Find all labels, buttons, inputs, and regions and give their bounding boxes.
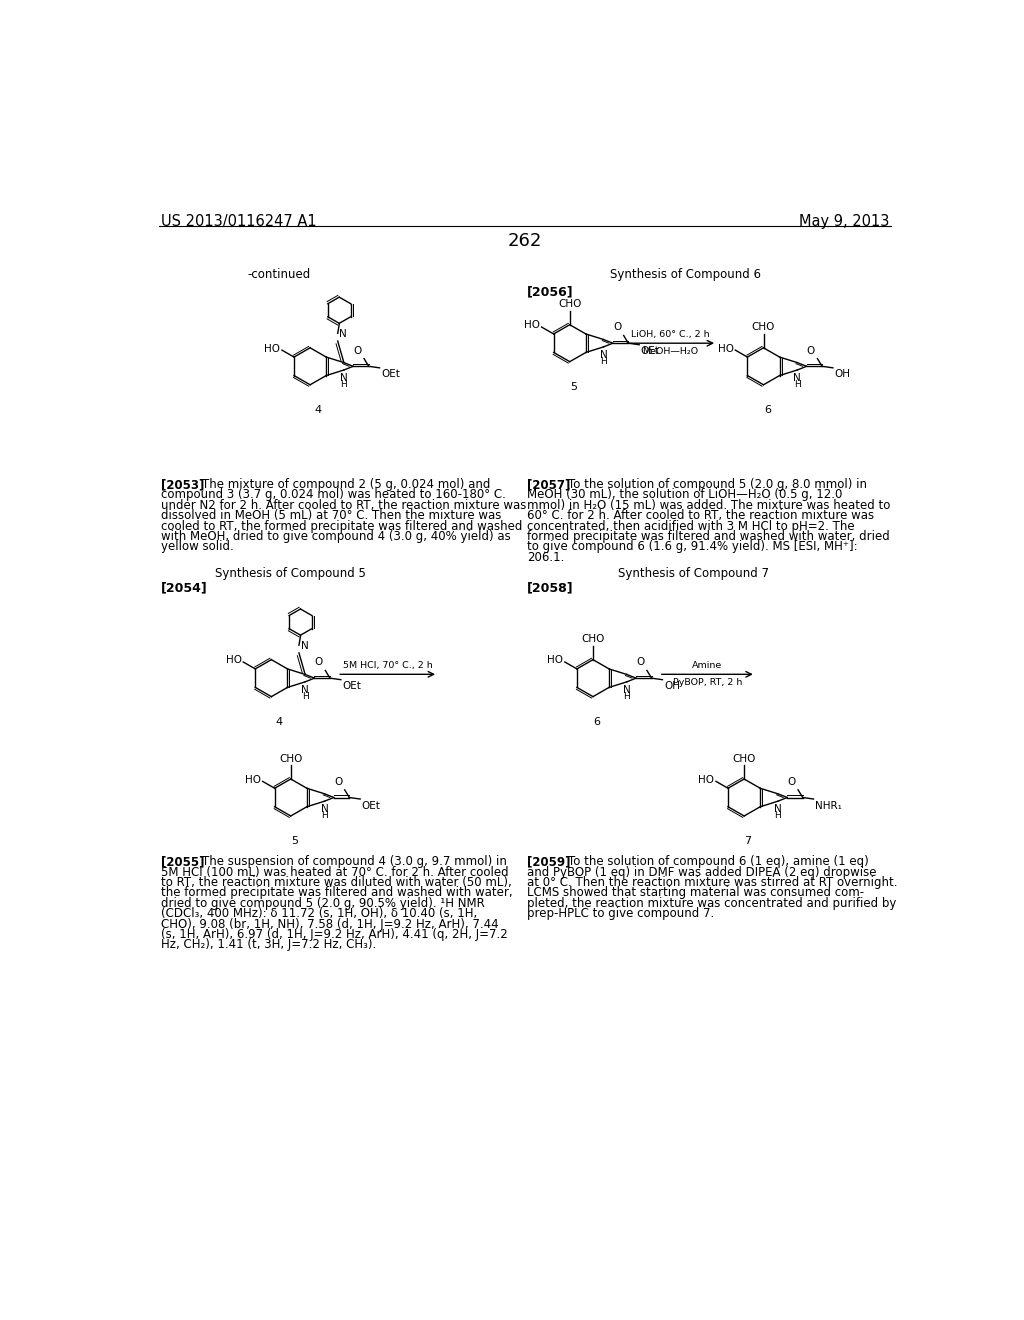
Text: 5M HCl, 70° C., 2 h: 5M HCl, 70° C., 2 h [343,661,432,671]
Text: prep-HPLC to give compound 7.: prep-HPLC to give compound 7. [527,907,715,920]
Text: N: N [321,804,329,814]
Text: dissolved in MeOH (5 mL) at 70° C. Then the mixture was: dissolved in MeOH (5 mL) at 70° C. Then … [161,510,501,523]
Text: N: N [340,374,348,383]
Text: [2058]: [2058] [527,582,573,595]
Text: to RT, the reaction mixture was diluted with water (50 mL),: to RT, the reaction mixture was diluted … [161,876,511,890]
Text: HO: HO [524,321,540,330]
Text: HO: HO [718,343,734,354]
Text: cooled to RT, the formed precipitate was filtered and washed: cooled to RT, the formed precipitate was… [161,520,522,532]
Text: OEt: OEt [342,681,361,692]
Text: formed precipitate was filtered and washed with water, dried: formed precipitate was filtered and wash… [527,529,890,543]
Text: 262: 262 [508,232,542,251]
Text: HO: HO [245,775,261,785]
Text: pleted, the reaction mixture was concentrated and purified by: pleted, the reaction mixture was concent… [527,896,896,909]
Text: H: H [341,380,347,389]
Text: O: O [353,346,361,355]
Text: N: N [794,374,801,383]
Text: (CDCl₃, 400 MHz): δ 11.72 (s, 1H, OH), δ 10.40 (s, 1H,: (CDCl₃, 400 MHz): δ 11.72 (s, 1H, OH), δ… [161,907,477,920]
Text: HO: HO [547,656,563,665]
Text: CHO: CHO [752,322,775,333]
Text: with MeOH, dried to give compound 4 (3.0 g, 40% yield) as: with MeOH, dried to give compound 4 (3.0… [161,529,510,543]
Text: MeOH—H₂O: MeOH—H₂O [642,347,698,356]
Text: to give compound 6 (1.6 g, 91.4% yield). MS [ESI, MH⁺]:: to give compound 6 (1.6 g, 91.4% yield).… [527,540,858,553]
Text: CHO: CHO [582,635,605,644]
Text: [2053]: [2053] [161,478,204,491]
Text: Hz, CH₂), 1.41 (t, 3H, J=7.2 Hz, CH₃).: Hz, CH₂), 1.41 (t, 3H, J=7.2 Hz, CH₃). [161,939,376,952]
Text: To the solution of compound 5 (2.0 g, 8.0 mmol) in: To the solution of compound 5 (2.0 g, 8.… [568,478,867,491]
Text: The suspension of compound 4 (3.0 g, 9.7 mmol) in: The suspension of compound 4 (3.0 g, 9.7… [202,855,507,869]
Text: 4: 4 [314,405,322,414]
Text: CHO: CHO [280,754,302,763]
Text: 6: 6 [764,405,771,414]
Text: May 9, 2013: May 9, 2013 [799,214,889,228]
Text: 5: 5 [570,381,578,392]
Text: OH: OH [835,370,851,379]
Text: Synthesis of Compound 6: Synthesis of Compound 6 [610,268,762,281]
Text: mmol) in H₂O (15 mL) was added. The mixture was heated to: mmol) in H₂O (15 mL) was added. The mixt… [527,499,891,512]
Text: N: N [339,329,347,339]
Text: H: H [600,356,607,366]
Text: [2055]: [2055] [161,855,204,869]
Text: To the solution of compound 6 (1 eq), amine (1 eq): To the solution of compound 6 (1 eq), am… [568,855,869,869]
Text: OH: OH [664,681,680,692]
Text: CHO), 9.08 (br, 1H, NH), 7.58 (d, 1H, J=9.2 Hz, ArH), 7.44: CHO), 9.08 (br, 1H, NH), 7.58 (d, 1H, J=… [161,917,498,931]
Text: N: N [623,685,631,694]
Text: N: N [774,804,781,814]
Text: H: H [794,380,801,389]
Text: 6: 6 [593,717,600,726]
Text: H: H [322,812,328,820]
Text: LCMS showed that starting material was consumed com-: LCMS showed that starting material was c… [527,887,864,899]
Text: N: N [301,685,309,694]
Text: (s, 1H, ArH), 6.97 (d, 1H, J=9.2 Hz, ArH), 4.41 (q, 2H, J=7.2: (s, 1H, ArH), 6.97 (d, 1H, J=9.2 Hz, ArH… [161,928,507,941]
Text: 5: 5 [291,836,298,846]
Text: Amine: Amine [692,661,723,671]
Text: Synthesis of Compound 7: Synthesis of Compound 7 [618,566,769,579]
Text: concentrated, then acidified with 3 M HCl to pH=2. The: concentrated, then acidified with 3 M HC… [527,520,855,532]
Text: O: O [314,657,323,668]
Text: US 2013/0116247 A1: US 2013/0116247 A1 [161,214,316,228]
Text: -continued: -continued [248,268,310,281]
Text: CHO: CHO [558,300,582,309]
Text: [2056]: [2056] [527,285,573,298]
Text: under N2 for 2 h. After cooled to RT, the reaction mixture was: under N2 for 2 h. After cooled to RT, th… [161,499,526,512]
Text: O: O [613,322,622,333]
Text: the formed precipitate was filtered and washed with water,: the formed precipitate was filtered and … [161,887,512,899]
Text: 206.1.: 206.1. [527,550,564,564]
Text: N: N [600,350,607,360]
Text: OEt: OEt [361,800,381,810]
Text: LiOH, 60° C., 2 h: LiOH, 60° C., 2 h [631,330,710,339]
Text: OEt: OEt [641,346,659,356]
Text: 60° C. for 2 h. After cooled to RT, the reaction mixture was: 60° C. for 2 h. After cooled to RT, the … [527,510,874,523]
Text: 5M HCl (100 mL) was heated at 70° C. for 2 h. After cooled: 5M HCl (100 mL) was heated at 70° C. for… [161,866,508,879]
Text: H: H [624,692,630,701]
Text: [2054]: [2054] [161,582,207,595]
Text: 7: 7 [744,836,752,846]
Text: O: O [787,776,796,787]
Text: [2057]: [2057] [527,478,570,491]
Text: 4: 4 [275,717,283,726]
Text: dried to give compound 5 (2.0 g, 90.5% yield). ¹H NMR: dried to give compound 5 (2.0 g, 90.5% y… [161,896,484,909]
Text: compound 3 (3.7 g, 0.024 mol) was heated to 160-180° C.: compound 3 (3.7 g, 0.024 mol) was heated… [161,488,506,502]
Text: OEt: OEt [381,370,400,379]
Text: O: O [334,776,342,787]
Text: PyBOP, RT, 2 h: PyBOP, RT, 2 h [673,678,742,688]
Text: [2059]: [2059] [527,855,570,869]
Text: at 0° C. Then the reaction mixture was stirred at RT overnight.: at 0° C. Then the reaction mixture was s… [527,876,898,890]
Text: and PyBOP (1 eq) in DMF was added DIPEA (2 eq) dropwise: and PyBOP (1 eq) in DMF was added DIPEA … [527,866,877,879]
Text: Synthesis of Compound 5: Synthesis of Compound 5 [215,566,367,579]
Text: HO: HO [698,775,715,785]
Text: H: H [302,692,308,701]
Text: yellow solid.: yellow solid. [161,540,233,553]
Text: O: O [636,657,644,668]
Text: NHR₁: NHR₁ [815,800,842,810]
Text: N: N [300,640,308,651]
Text: The mixture of compound 2 (5 g, 0.024 mol) and: The mixture of compound 2 (5 g, 0.024 mo… [202,478,490,491]
Text: HO: HO [264,343,281,354]
Text: CHO: CHO [732,754,756,763]
Text: H: H [774,812,781,820]
Text: MeOH (30 mL), the solution of LiOH—H₂O (0.5 g, 12.0: MeOH (30 mL), the solution of LiOH—H₂O (… [527,488,843,502]
Text: HO: HO [225,656,242,665]
Text: O: O [807,346,815,355]
